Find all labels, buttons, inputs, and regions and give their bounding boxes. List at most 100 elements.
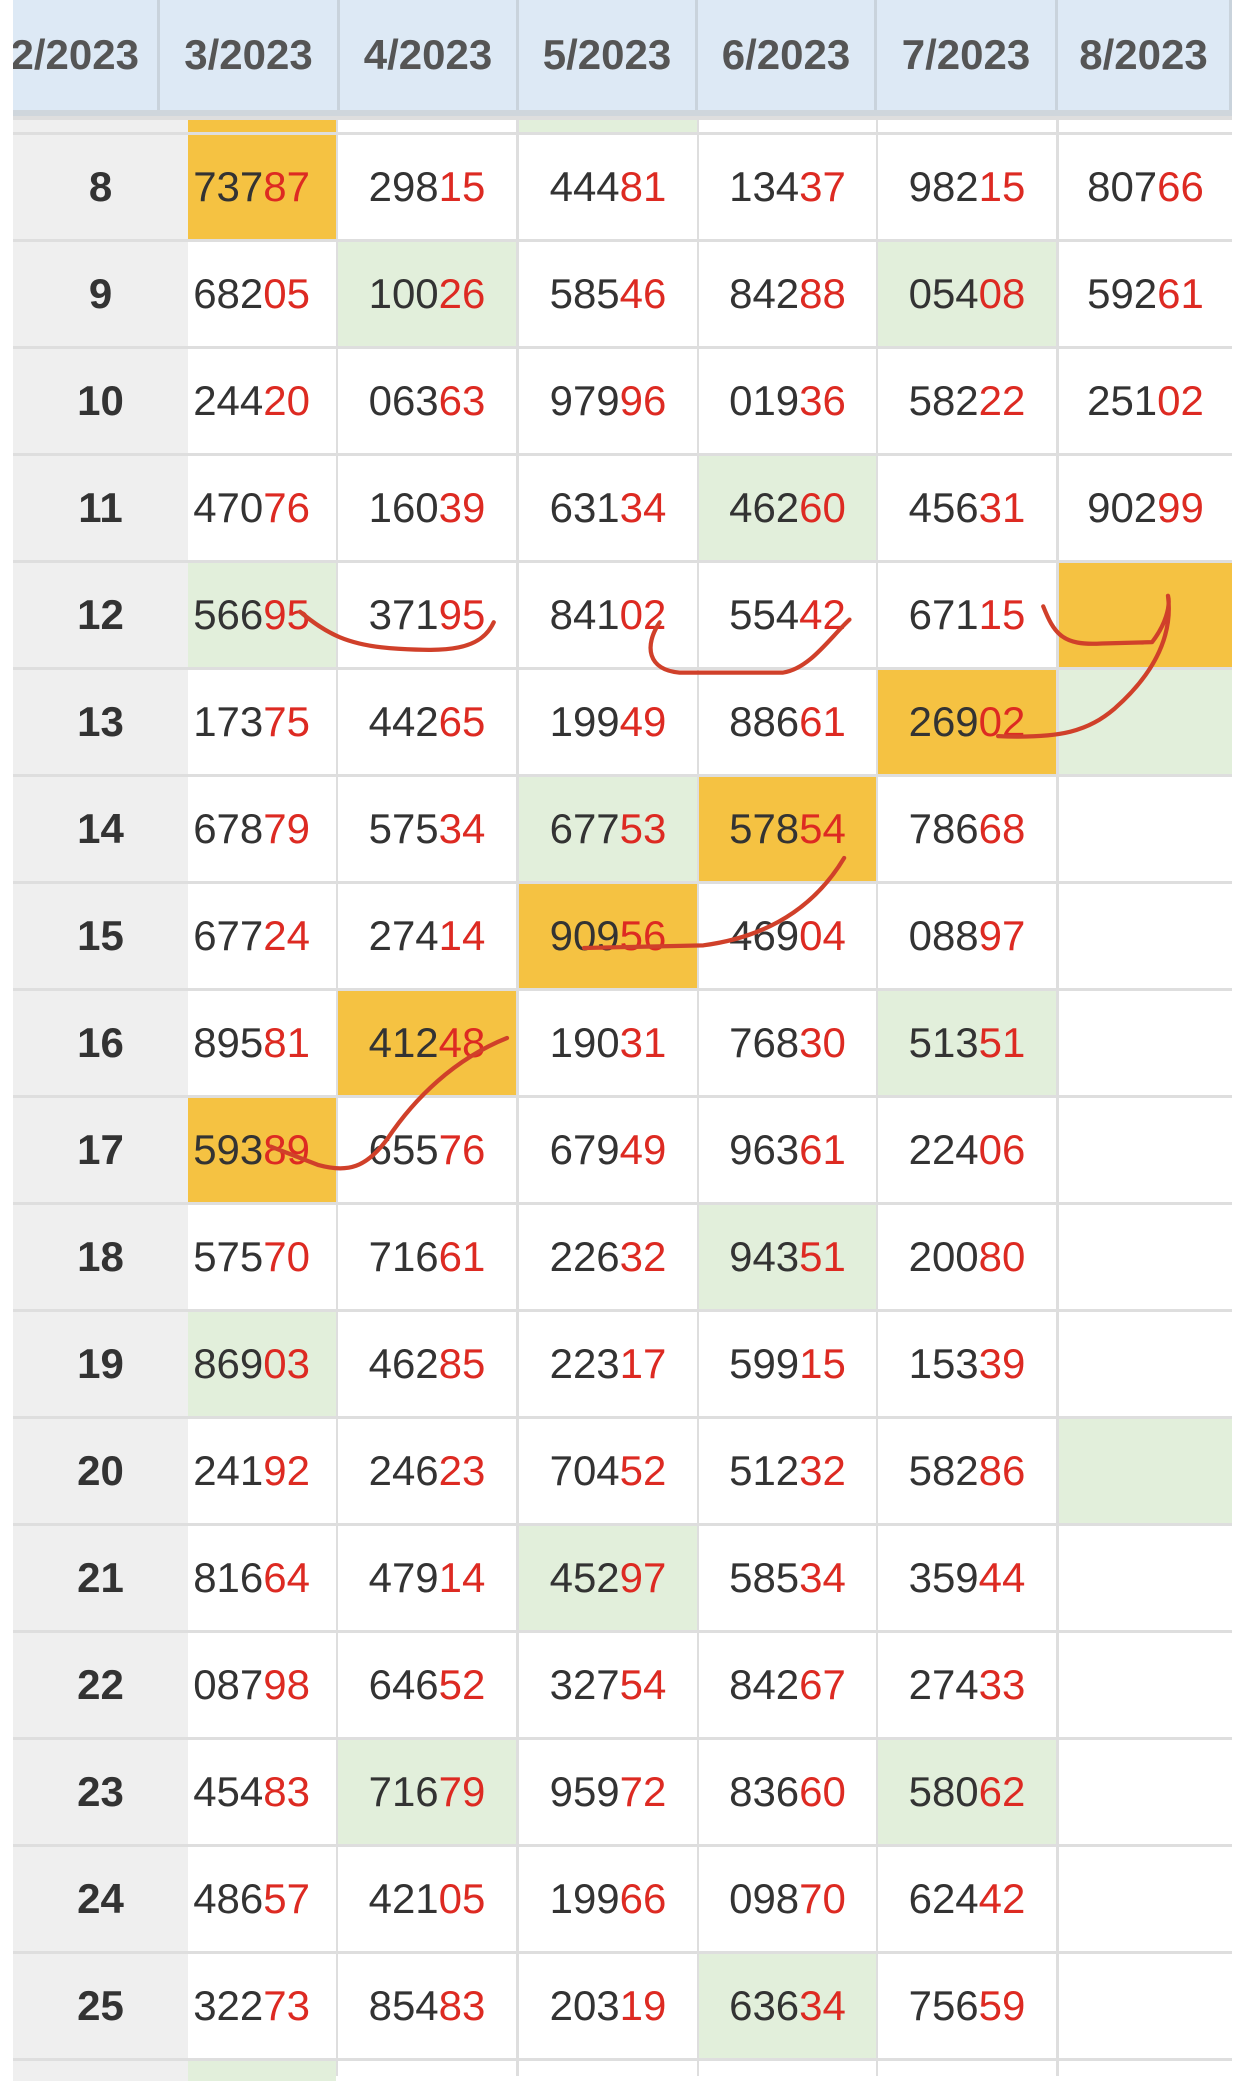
result-cell: 100 26 — [338, 242, 516, 346]
leading-digits: 655 — [368, 1126, 439, 1173]
empty-cell — [1059, 2061, 1232, 2081]
tail-digits: 52 — [619, 1447, 667, 1494]
leading-digits: 322 — [193, 1982, 264, 2029]
tail-digits: 30 — [799, 1019, 846, 1066]
column-header-2-2023[interactable]: 2/2023 — [13, 0, 160, 110]
tail-digits: 05 — [263, 270, 310, 317]
empty-cell — [1059, 1633, 1232, 1737]
tail-digits: 70 — [799, 1875, 846, 1922]
result-cell: 200 80 — [878, 1205, 1056, 1309]
result-cell: 087 98 — [188, 1633, 336, 1737]
day-label: 19 — [13, 1312, 188, 1416]
tail-digits: 88 — [799, 270, 846, 317]
day-label: 11 — [13, 456, 188, 560]
result-cell: 807 66 — [1059, 135, 1232, 239]
result-cell: 963 61 — [699, 1098, 876, 1202]
leading-digits: 902 — [1087, 484, 1158, 531]
tail-digits: 51 — [799, 1233, 846, 1280]
leading-digits: 585 — [729, 1554, 800, 1601]
tail-digits: 26 — [438, 270, 486, 317]
leading-digits: 677 — [549, 805, 620, 852]
empty-cell — [1059, 1098, 1232, 1202]
empty-cell — [188, 2061, 336, 2081]
empty-cell — [1059, 1954, 1232, 2058]
tail-digits: 03 — [263, 1340, 310, 1387]
result-cell: 592 61 — [1059, 242, 1232, 346]
tail-digits: 61 — [799, 1126, 846, 1173]
result-cell: 199 66 — [519, 1847, 697, 1951]
result-cell: 580 62 — [878, 1740, 1056, 1844]
leading-digits: 244 — [193, 377, 264, 424]
result-cell: 655 76 — [338, 1098, 516, 1202]
leading-digits: 269 — [908, 698, 979, 745]
header-divider — [13, 110, 1232, 116]
tail-digits: 54 — [799, 805, 846, 852]
result-cell: 088 97 — [878, 884, 1056, 988]
leading-digits: 582 — [908, 377, 979, 424]
column-header-3-2023[interactable]: 3/2023 — [160, 0, 340, 110]
tail-digits: 60 — [799, 1768, 846, 1815]
empty-cell — [1059, 777, 1232, 881]
leading-digits: 582 — [908, 1447, 979, 1494]
tail-digits: 22 — [978, 377, 1026, 424]
result-cell: 224 06 — [878, 1098, 1056, 1202]
result-cell: 816 64 — [188, 1526, 336, 1630]
leading-digits: 854 — [368, 1982, 439, 2029]
result-cell: 582 22 — [878, 349, 1056, 453]
empty-cell — [878, 120, 1056, 132]
leading-digits: 327 — [549, 1661, 620, 1708]
tail-digits: 52 — [438, 1661, 486, 1708]
column-header-4-2023[interactable]: 4/2023 — [340, 0, 519, 110]
column-header-6-2023[interactable]: 6/2023 — [698, 0, 877, 110]
result-cell: 682 05 — [188, 242, 336, 346]
tail-digits: 81 — [619, 163, 667, 210]
leading-digits: 512 — [729, 1447, 800, 1494]
tail-digits: 96 — [619, 377, 667, 424]
result-cell: 575 70 — [188, 1205, 336, 1309]
leading-digits: 963 — [729, 1126, 800, 1173]
tail-digits: 39 — [438, 484, 486, 531]
result-cell: 486 57 — [188, 1847, 336, 1951]
result-cell: 575 34 — [338, 777, 516, 881]
leading-digits: 566 — [193, 591, 264, 638]
tail-digits: 39 — [978, 1340, 1026, 1387]
leading-digits: 100 — [368, 270, 439, 317]
result-cell: 452 97 — [519, 1526, 697, 1630]
tail-digits: 76 — [263, 484, 310, 531]
result-cell: 153 39 — [878, 1312, 1056, 1416]
tail-digits: 14 — [438, 912, 486, 959]
tail-digits: 20 — [263, 377, 310, 424]
tail-digits: 32 — [619, 1233, 667, 1280]
tail-digits: 63 — [438, 377, 486, 424]
empty-cell — [699, 2061, 876, 2081]
tail-digits: 61 — [799, 698, 846, 745]
result-cell: 269 02 — [878, 670, 1056, 774]
empty-cell — [1059, 1740, 1232, 1844]
leading-digits: 371 — [368, 591, 439, 638]
tail-digits: 70 — [263, 1233, 310, 1280]
result-cell: 704 52 — [519, 1419, 697, 1523]
leading-digits: 298 — [368, 163, 439, 210]
day-label: 8 — [13, 135, 188, 239]
tail-digits: 64 — [263, 1554, 310, 1601]
tail-digits: 24 — [263, 912, 310, 959]
result-cell: 677 24 — [188, 884, 336, 988]
leading-digits: 592 — [1087, 270, 1158, 317]
tail-digits: 53 — [619, 805, 667, 852]
column-header-7-2023[interactable]: 7/2023 — [877, 0, 1058, 110]
result-cell: 274 14 — [338, 884, 516, 988]
tail-digits: 34 — [799, 1554, 846, 1601]
column-header-5-2023[interactable]: 5/2023 — [519, 0, 698, 110]
leading-digits: 173 — [193, 698, 264, 745]
leading-digits: 842 — [729, 270, 800, 317]
leading-digits: 469 — [729, 912, 800, 959]
leading-digits: 756 — [908, 1982, 979, 2029]
tail-digits: 34 — [799, 1982, 846, 2029]
leading-digits: 190 — [549, 1019, 620, 1066]
day-label: 16 — [13, 991, 188, 1095]
result-cell: 479 14 — [338, 1526, 516, 1630]
empty-cell — [1059, 1526, 1232, 1630]
column-header-8-2023[interactable]: 8/2023 — [1058, 0, 1232, 110]
result-cell: 098 70 — [699, 1847, 876, 1951]
tail-digits: 06 — [978, 1126, 1026, 1173]
